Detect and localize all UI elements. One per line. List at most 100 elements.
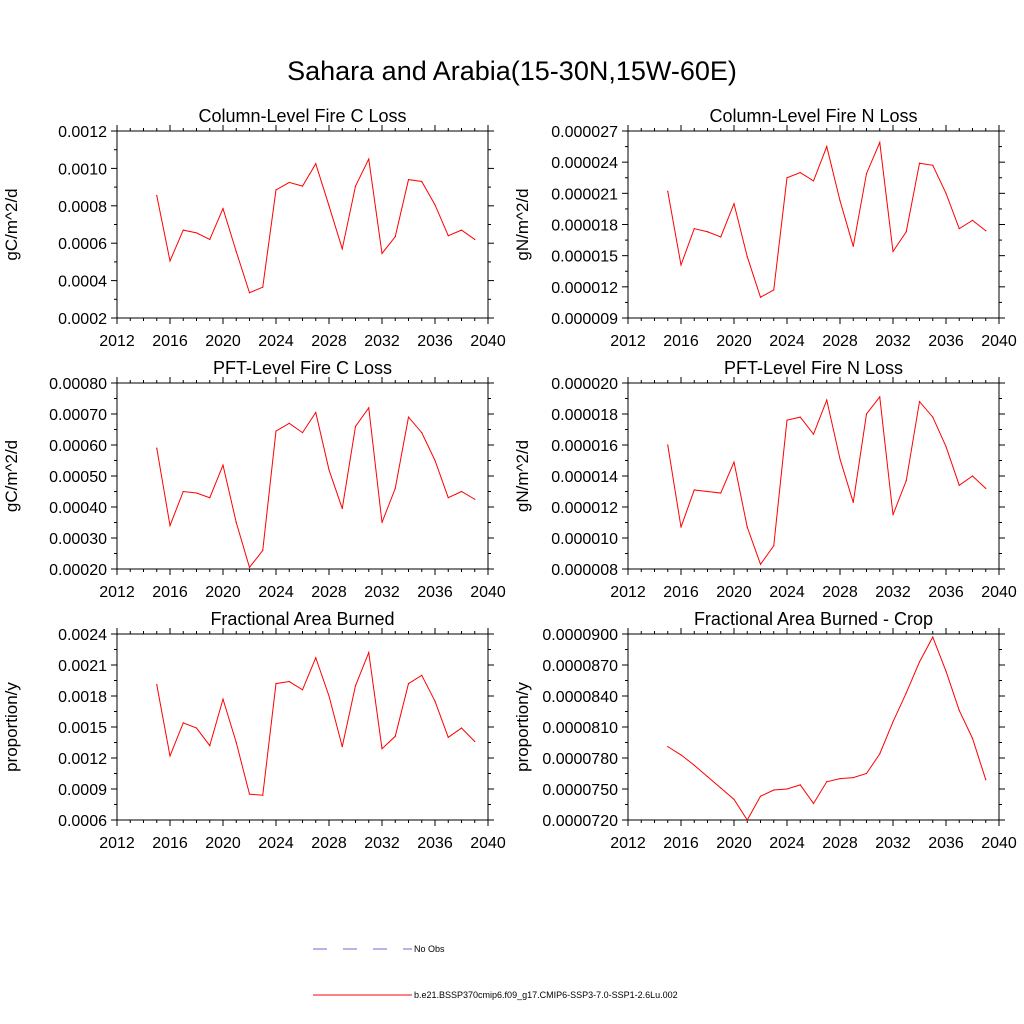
data-point bbox=[315, 657, 317, 659]
data-point bbox=[892, 721, 894, 723]
data-point bbox=[156, 194, 158, 197]
x-tick-label: 2012 bbox=[610, 835, 646, 852]
data-point bbox=[706, 490, 709, 493]
x-tick-label: 2040 bbox=[470, 835, 506, 852]
panel-title: Fractional Area Burned bbox=[210, 609, 394, 629]
data-point bbox=[474, 238, 476, 241]
y-tick-label: 0.000021 bbox=[551, 186, 618, 203]
data-point bbox=[354, 685, 357, 687]
y-tick-label: 0.00050 bbox=[49, 469, 107, 486]
data-point bbox=[733, 798, 735, 800]
data-point bbox=[985, 230, 987, 232]
data-point bbox=[667, 444, 669, 446]
panel-title: Column-Level Fire N Loss bbox=[709, 106, 917, 126]
data-point bbox=[195, 727, 198, 729]
chart-panel-pft-n-loss: 2012 2016 2020 2024 2028 2032 2036 2040 0.000008… bbox=[513, 358, 1017, 601]
data-point bbox=[971, 219, 974, 221]
data-point bbox=[354, 425, 357, 427]
data-point bbox=[892, 514, 894, 516]
y-tick-label: 0.0000720 bbox=[542, 813, 618, 830]
data-point bbox=[905, 692, 907, 694]
data-point bbox=[720, 236, 722, 238]
y-tick-label: 0.0012 bbox=[58, 124, 107, 141]
x-tick-label: 2040 bbox=[981, 835, 1017, 852]
data-point bbox=[799, 171, 801, 174]
data-point bbox=[421, 674, 423, 676]
data-point bbox=[407, 179, 410, 181]
data-point bbox=[182, 490, 184, 493]
data-point bbox=[288, 680, 290, 683]
chart-panel-area-burned-crop: 2012 2016 2020 2024 2028 2032 2036 2040 0.000072… bbox=[513, 609, 1017, 852]
data-point bbox=[394, 735, 396, 737]
y-tick-label: 0.00070 bbox=[49, 407, 107, 424]
y-tick-label: 0.000015 bbox=[551, 249, 618, 266]
data-point bbox=[447, 736, 449, 738]
y-tick-label: 0.0012 bbox=[58, 751, 107, 768]
x-tick-label: 2024 bbox=[769, 333, 805, 350]
data-point bbox=[288, 422, 290, 424]
data-point bbox=[262, 286, 264, 288]
x-tick-label: 2032 bbox=[875, 584, 911, 601]
x-tick-label: 2016 bbox=[152, 333, 188, 350]
x-tick-label: 2036 bbox=[928, 835, 964, 852]
data-point bbox=[693, 489, 695, 491]
x-tick-label: 2012 bbox=[610, 584, 646, 601]
data-point bbox=[773, 789, 775, 791]
y-tick-label: 0.0021 bbox=[58, 658, 107, 675]
data-point bbox=[905, 231, 907, 233]
x-tick-label: 2036 bbox=[928, 584, 964, 601]
panel-title: Column-Level Fire C Loss bbox=[198, 106, 406, 126]
x-tick-label: 2024 bbox=[258, 584, 294, 601]
y-tick-label: 0.00060 bbox=[49, 438, 107, 455]
data-point bbox=[262, 549, 264, 551]
data-point bbox=[786, 788, 788, 790]
x-tick-label: 2016 bbox=[152, 835, 188, 852]
y-tick-label: 0.000009 bbox=[551, 311, 618, 328]
data-point bbox=[421, 432, 423, 434]
data-point bbox=[460, 490, 463, 493]
data-point bbox=[746, 256, 748, 258]
x-tick-label: 2012 bbox=[99, 835, 135, 852]
data-point bbox=[248, 292, 251, 294]
y-tick-label: 0.00020 bbox=[49, 562, 107, 579]
y-tick-label: 0.000020 bbox=[551, 376, 618, 393]
y-tick-label: 0.000012 bbox=[551, 500, 618, 517]
data-point bbox=[381, 521, 383, 524]
data-point bbox=[667, 746, 669, 748]
x-tick-label: 2016 bbox=[663, 333, 699, 350]
y-axis-label: gC/m^2/d bbox=[2, 188, 21, 260]
data-point bbox=[275, 189, 277, 191]
data-point bbox=[733, 203, 735, 205]
data-point bbox=[341, 746, 343, 748]
y-tick-label: 0.0002 bbox=[58, 311, 107, 328]
data-point bbox=[971, 475, 974, 477]
data-point bbox=[156, 684, 158, 686]
x-tick-label: 2024 bbox=[258, 835, 294, 852]
data-point bbox=[852, 245, 854, 247]
data-point bbox=[812, 433, 815, 435]
data-point bbox=[394, 487, 396, 489]
y-tick-label: 0.000024 bbox=[551, 155, 618, 172]
data-point bbox=[799, 416, 801, 418]
data-point bbox=[368, 652, 370, 654]
x-tick-label: 2032 bbox=[364, 835, 400, 852]
data-point bbox=[918, 661, 921, 663]
data-point bbox=[839, 778, 841, 780]
data-point bbox=[447, 235, 449, 237]
data-point bbox=[958, 228, 960, 230]
y-axis-label: gC/m^2/d bbox=[2, 440, 21, 512]
data-point bbox=[288, 181, 290, 184]
data-point bbox=[759, 296, 762, 298]
legend-label-model-run: b.e21.BSSP370cmip6.f09_g17.CMIP6-SSP3-7.… bbox=[414, 990, 678, 1000]
data-point bbox=[826, 145, 828, 148]
data-point bbox=[680, 264, 682, 266]
x-tick-label: 2028 bbox=[822, 584, 858, 601]
chart-panel-pft-c-loss: 2012 2016 2020 2024 2028 2032 2036 2040 0.00020 0… bbox=[2, 358, 506, 601]
y-tick-label: 0.00040 bbox=[49, 500, 107, 517]
data-point bbox=[447, 497, 449, 499]
data-point bbox=[892, 250, 894, 253]
data-point bbox=[680, 754, 682, 756]
y-tick-label: 0.000008 bbox=[551, 562, 618, 579]
y-axis-label: gN/m^2/d bbox=[513, 188, 532, 260]
data-point bbox=[693, 764, 695, 766]
